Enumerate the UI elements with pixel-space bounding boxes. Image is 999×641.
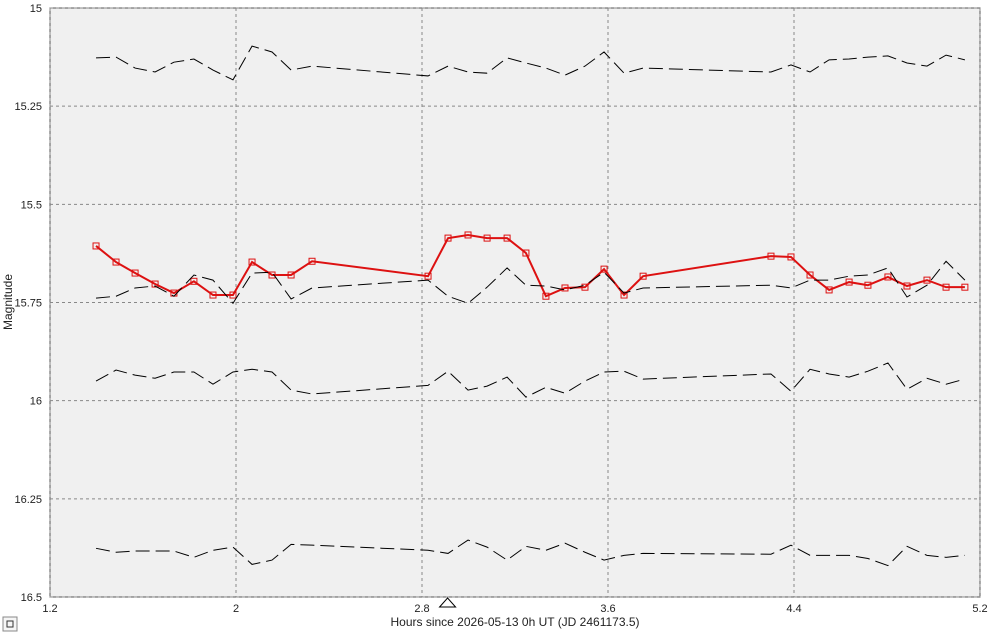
series-line	[95, 539, 965, 567]
point-marker	[884, 273, 892, 281]
time-marker	[438, 597, 457, 608]
x-tick-label: 1.2	[42, 603, 57, 615]
corner-button[interactable]	[2, 616, 18, 632]
point-marker	[825, 286, 833, 294]
point-marker	[209, 291, 217, 299]
point-marker	[864, 281, 872, 289]
point-marker	[464, 231, 472, 239]
x-axis-label: Hours since 2026-05-13 0h UT (JD 2461173…	[390, 615, 639, 629]
point-marker	[444, 234, 452, 242]
point-marker	[522, 249, 530, 257]
series-line	[95, 362, 966, 398]
point-marker	[131, 269, 139, 277]
button-frame[interactable]	[2, 616, 18, 632]
y-tick-label: 16.5	[21, 592, 42, 604]
y-tick-label: 15.5	[21, 199, 42, 211]
point-marker	[424, 272, 432, 280]
point-marker	[483, 234, 491, 242]
point-marker	[503, 234, 511, 242]
point-marker	[561, 284, 569, 292]
y-tick-label: 16.25	[14, 494, 42, 506]
y-tick-label: 15	[30, 3, 42, 15]
y-tick-label: 16	[30, 396, 42, 408]
point-marker	[903, 282, 911, 290]
grid	[49, 7, 981, 598]
point-marker	[923, 276, 931, 284]
x-tick-label: 4.4	[786, 603, 801, 615]
point-marker	[961, 283, 969, 291]
series-line	[95, 260, 966, 305]
x-tick-label: 2	[233, 603, 239, 615]
x-tick-label: 5.2	[972, 603, 987, 615]
point-marker	[190, 277, 198, 285]
point-marker	[229, 291, 237, 299]
y-tick-label: 15.25	[14, 101, 42, 113]
point-marker	[542, 292, 550, 300]
labels: 15 15.25 15.5 15.75 16 16.25 16.51.2 2 2.8 3.6 4.4…	[14, 3, 987, 615]
point-marker	[112, 258, 120, 266]
y-tick-label: 15.75	[14, 298, 42, 310]
point-marker	[942, 283, 950, 291]
point-marker	[639, 272, 647, 280]
series-line	[95, 233, 965, 298]
point-marker	[581, 283, 589, 291]
point-marker	[620, 291, 628, 299]
series-line	[96, 45, 966, 81]
series-layer	[92, 45, 969, 567]
point-marker	[600, 265, 608, 273]
y-axis-label: Magnitude	[1, 274, 15, 330]
point-marker	[787, 253, 795, 261]
x-tick-label: 3.6	[600, 603, 615, 615]
x-tick-label: 2.8	[414, 603, 429, 615]
point-marker	[248, 258, 256, 266]
point-marker	[268, 271, 276, 279]
point-marker	[287, 271, 295, 279]
button-icon	[6, 620, 14, 628]
point-marker	[308, 257, 316, 265]
point-marker	[845, 278, 853, 286]
point-marker	[806, 271, 814, 279]
point-marker	[767, 252, 775, 260]
point-marker	[151, 280, 159, 288]
point-marker	[92, 242, 100, 250]
